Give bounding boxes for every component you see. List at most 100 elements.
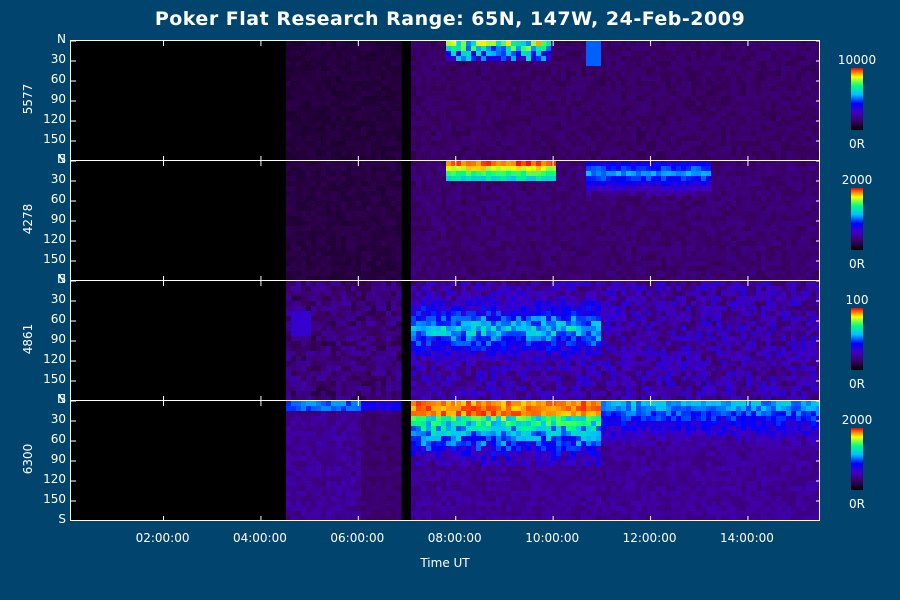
- heat-cell: [591, 56, 597, 62]
- heat-cell: [471, 201, 477, 207]
- heat-cell: [571, 111, 577, 117]
- heat-cell: [576, 76, 582, 82]
- heat-cell: [511, 186, 517, 192]
- heat-cell: [591, 201, 597, 207]
- heat-cell: [476, 51, 482, 57]
- heat-cell: [366, 81, 372, 87]
- heat-cell: [571, 236, 577, 242]
- heat-cell: [746, 96, 752, 102]
- heat-cell: [476, 206, 482, 212]
- heat-cell: [701, 96, 707, 102]
- heat-cell: [516, 186, 522, 192]
- heat-cell: [456, 111, 462, 117]
- heat-cell: [421, 91, 427, 97]
- heat-cell: [576, 136, 582, 142]
- heat-cell: [476, 46, 482, 52]
- heat-cell: [606, 51, 612, 57]
- heat-cell: [786, 136, 792, 142]
- heat-cell: [581, 246, 587, 252]
- heat-cell: [546, 236, 552, 242]
- heat-cell: [451, 246, 457, 252]
- heat-cell: [571, 101, 577, 107]
- heat-cell: [351, 261, 357, 267]
- heat-cell: [726, 61, 732, 67]
- heat-cell: [771, 216, 777, 222]
- heat-cell: [761, 201, 767, 207]
- heat-cell: [666, 196, 672, 202]
- heat-cell: [356, 51, 362, 57]
- heat-cell: [511, 126, 517, 132]
- heat-cell: [796, 206, 802, 212]
- heat-cell: [291, 246, 297, 252]
- heat-cell: [596, 51, 602, 57]
- heat-cell: [411, 246, 417, 252]
- heat-cell: [716, 271, 722, 277]
- heat-cell: [536, 271, 542, 277]
- heat-cell: [751, 181, 757, 187]
- heat-cell: [581, 166, 587, 172]
- heat-cell: [606, 256, 612, 262]
- heat-cell: [796, 271, 802, 277]
- heat-cell: [461, 241, 467, 247]
- heat-cell: [796, 241, 802, 247]
- heat-cell: [441, 76, 447, 82]
- heat-cell: [676, 66, 682, 72]
- heat-cell: [551, 106, 557, 112]
- heat-cell: [766, 136, 772, 142]
- heat-cell: [571, 146, 577, 152]
- heat-cell: [671, 251, 677, 257]
- heat-cell: [726, 51, 732, 57]
- heat-cell: [381, 86, 387, 92]
- heat-cell: [376, 61, 382, 67]
- heat-cell: [471, 246, 477, 252]
- heat-cell: [646, 161, 652, 167]
- heat-cell: [466, 221, 472, 227]
- heat-cell: [626, 51, 632, 57]
- heat-cell: [331, 186, 337, 192]
- heat-cell: [346, 111, 352, 117]
- heat-cell: [541, 181, 547, 187]
- heat-cell: [626, 251, 632, 257]
- heat-cell: [511, 91, 517, 97]
- heat-cell: [696, 206, 702, 212]
- heat-cell: [336, 261, 342, 267]
- heat-cell: [331, 206, 337, 212]
- heat-cell: [341, 51, 347, 57]
- heat-cell: [296, 51, 302, 57]
- heat-cell: [391, 256, 397, 262]
- heat-cell: [476, 81, 482, 87]
- heat-cell: [461, 106, 467, 112]
- heat-cell: [771, 226, 777, 232]
- heat-cell: [596, 146, 602, 152]
- heat-cell: [291, 131, 297, 137]
- heat-cell: [806, 96, 812, 102]
- heat-cell: [366, 161, 372, 167]
- heat-cell: [471, 106, 477, 112]
- heat-cell: [301, 141, 307, 147]
- heat-cell: [711, 161, 717, 167]
- heat-cell: [571, 196, 577, 202]
- heat-cell: [386, 271, 392, 277]
- heat-cell: [666, 271, 672, 277]
- heat-cell: [331, 146, 337, 152]
- heat-cell: [576, 166, 582, 172]
- heat-cell: [416, 131, 422, 137]
- heat-cell: [491, 131, 497, 137]
- heat-cell: [446, 216, 452, 222]
- heat-cell: [286, 181, 292, 187]
- heat-cell: [711, 271, 717, 277]
- heat-cell: [451, 241, 457, 247]
- heat-cell: [781, 106, 787, 112]
- heat-cell: [506, 236, 512, 242]
- heat-cell: [386, 231, 392, 237]
- heat-cell: [706, 56, 712, 62]
- heat-cell: [616, 151, 622, 157]
- heat-cell: [311, 251, 317, 257]
- heat-cell: [286, 196, 292, 202]
- heat-cell: [436, 271, 442, 277]
- heat-cell: [771, 96, 777, 102]
- heat-cell: [481, 106, 487, 112]
- heat-cell: [351, 161, 357, 167]
- heat-cell: [481, 166, 487, 172]
- heat-cell: [751, 121, 757, 127]
